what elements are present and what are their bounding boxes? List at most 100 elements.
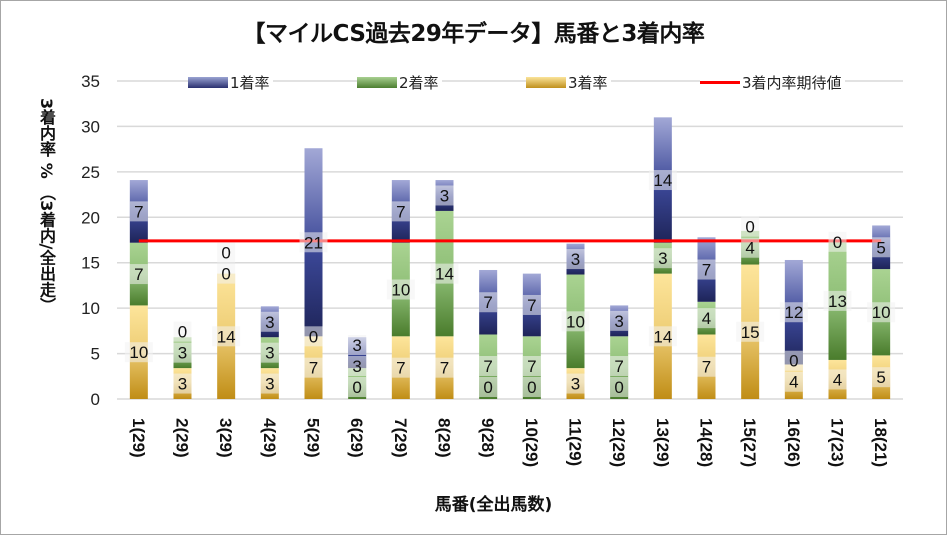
legend-label-expected: 3着内率期待値 — [742, 74, 842, 92]
data-label-bg — [299, 232, 328, 253]
data-label-bg — [872, 367, 891, 388]
data-label-bg — [435, 357, 454, 378]
data-label-bg — [566, 249, 585, 270]
data-label-bg — [779, 302, 808, 323]
data-label-bg — [260, 342, 279, 363]
x-axis-label: 馬番(全出馬数) — [434, 495, 553, 515]
data-label-3rd: 7 — [309, 359, 318, 378]
data-label-3rd: 7 — [440, 359, 449, 378]
data-label-bg — [828, 231, 847, 252]
data-label-1st: 3 — [614, 312, 623, 331]
data-label-3rd: 4 — [789, 373, 798, 392]
x-tick-label: 15(27) — [740, 418, 759, 467]
x-tick-label: 14(28) — [697, 418, 716, 467]
legend-item-2nd: 2着率 — [357, 72, 442, 93]
data-label-bg — [648, 170, 677, 191]
data-label-bg — [391, 357, 410, 378]
y-tick-label: 0 — [91, 390, 100, 409]
legend-item-3rd: 3着率 — [526, 72, 611, 93]
chart-title: 【マイルCS過去29年データ】馬番と3着内率 — [242, 21, 705, 47]
x-tick-label: 17(23) — [828, 418, 847, 467]
data-label-bg — [784, 350, 803, 371]
x-tick-label: 7(29) — [391, 418, 410, 458]
legend-item-expected: 3着内率期待値 — [700, 72, 845, 93]
data-label-2nd: 10 — [391, 281, 410, 300]
data-label-1st: 0 — [833, 233, 842, 252]
data-label-3rd: 3 — [178, 375, 187, 394]
data-label-3rd: 0 — [614, 378, 623, 397]
data-label-3rd: 14 — [653, 327, 672, 346]
data-label-bg — [173, 373, 192, 394]
data-label-bg — [697, 259, 716, 280]
data-label-2nd: 3 — [265, 344, 274, 363]
data-label-1st: 7 — [396, 202, 405, 221]
legend-swatch-3rd — [526, 77, 566, 88]
data-label-3rd: 15 — [741, 323, 760, 342]
data-label-1st: 5 — [876, 238, 885, 257]
data-label-2nd: 4 — [702, 309, 711, 328]
data-label-3rd: 5 — [876, 368, 885, 387]
data-label-3rd: 7 — [702, 358, 711, 377]
data-label-1st: 3 — [571, 250, 580, 269]
x-tick-label: 5(29) — [304, 418, 323, 458]
data-label-bg — [522, 294, 541, 315]
data-label-1st: 7 — [702, 261, 711, 280]
data-label-2nd: 13 — [828, 292, 847, 311]
data-label-bg — [173, 342, 192, 363]
data-label-1st: 7 — [527, 296, 536, 315]
data-label-bg — [784, 371, 803, 392]
data-label-bg — [430, 263, 459, 284]
data-label-2nd: 0 — [789, 352, 798, 371]
x-tick-label: 8(29) — [435, 418, 454, 458]
data-label-2nd: 4 — [745, 239, 754, 258]
data-label-bg — [867, 302, 896, 323]
data-label-2nd: 10 — [566, 312, 585, 331]
x-tick-label: 2(29) — [173, 418, 192, 458]
data-label-bg — [610, 377, 629, 397]
data-label-3rd: 0 — [352, 378, 361, 397]
data-label-2nd: 3 — [658, 249, 667, 268]
data-label-1st: 21 — [304, 233, 323, 252]
x-tick-label: 16(26) — [784, 418, 803, 467]
data-label-2nd: 14 — [435, 265, 454, 284]
data-label-bg — [217, 263, 236, 284]
y-axis-label: 3着内率 % （3着内/全出走） — [37, 98, 56, 314]
data-label-bg — [386, 279, 415, 300]
data-label-1st: 14 — [653, 171, 672, 190]
data-label-bg — [260, 311, 279, 332]
data-label-3rd: 0 — [483, 378, 492, 397]
data-label-2nd: 7 — [483, 357, 492, 376]
data-label-bg — [129, 201, 148, 222]
data-label-3rd: 3 — [265, 375, 274, 394]
data-label-bg — [697, 308, 716, 329]
data-label-1st: 12 — [784, 303, 803, 322]
data-label-bg — [260, 373, 279, 394]
data-label-bg — [173, 321, 192, 342]
x-tick-label: 9(28) — [478, 418, 497, 458]
legend-label-3rd: 3着率 — [568, 74, 608, 92]
x-tick-label: 11(29) — [566, 418, 585, 466]
data-label-1st: 0 — [178, 323, 187, 342]
data-label-3rd: 14 — [217, 327, 236, 346]
legend: 1着率 2着率 3着率 3着内率期待値 — [0, 72, 947, 94]
data-label-1st: 3 — [352, 336, 361, 355]
data-label-2nd: 7 — [614, 357, 623, 376]
data-label-3rd: 7 — [396, 359, 405, 378]
y-tick-label: 30 — [81, 117, 100, 136]
data-label-bg — [522, 377, 541, 397]
data-label-bg — [872, 237, 891, 258]
data-label-bg — [741, 237, 760, 258]
data-label-2nd: 0 — [309, 327, 318, 346]
data-label-bg — [610, 356, 629, 376]
y-tick-label: 25 — [81, 163, 100, 182]
x-tick-label: 13(29) — [653, 418, 672, 467]
data-label-bg — [391, 201, 410, 222]
data-label-1st: 0 — [221, 244, 230, 263]
data-label-2nd: 7 — [134, 265, 143, 284]
data-label-bg — [124, 342, 153, 363]
y-tick-label: 10 — [81, 299, 100, 318]
y-tick-label: 15 — [81, 254, 100, 273]
data-label-bg — [479, 292, 498, 313]
data-label-bg — [828, 369, 847, 390]
y-tick-label: 5 — [91, 345, 100, 364]
